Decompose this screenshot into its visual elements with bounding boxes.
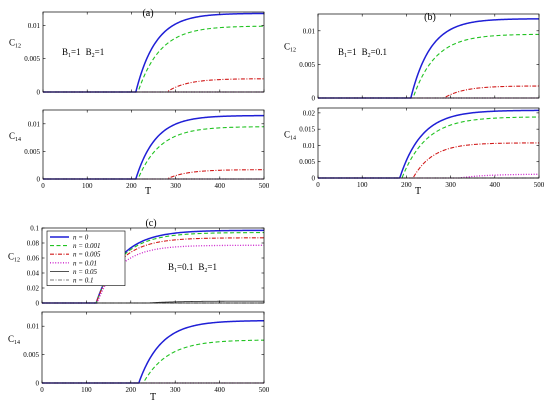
- panel-b-params: B1=1 B2=0.1: [338, 47, 387, 59]
- x-tick-label: 400: [490, 181, 501, 189]
- y-tick-label: 0.06: [27, 255, 40, 263]
- y-tick-label: 0.01: [27, 323, 40, 331]
- y-tick-label: 0.015: [299, 126, 315, 134]
- axes-c-c14: 0 100 200 300 400 500 0 0.005 0.01 C14: [8, 311, 270, 394]
- axes-a-c12: 0 0.005 0.01 C12: [9, 11, 265, 97]
- y-axis-label: C12: [9, 38, 21, 50]
- y-tick-label: 0.1: [30, 225, 39, 233]
- y-tick-label: 0: [312, 95, 316, 103]
- panel-a-tag: (a): [142, 8, 153, 19]
- series-line-n0: [318, 109, 540, 179]
- legend-label-n01: n = 0.1: [73, 277, 93, 285]
- x-tick-label: 100: [81, 386, 92, 394]
- panel-c-tag: (c): [145, 218, 156, 229]
- series-line-n0001: [42, 232, 265, 304]
- series-line-n0: [43, 114, 265, 180]
- y-tick-label: 0.02: [303, 109, 316, 117]
- x-tick-label: 0: [40, 386, 44, 394]
- x-tick-label: 500: [259, 386, 270, 394]
- y-tick-label: 0: [312, 175, 316, 183]
- y-tick-label: 0.005: [23, 351, 39, 359]
- x-tick-label: 0: [41, 182, 45, 190]
- panel-a-params: B1=1 B2=1: [62, 47, 104, 59]
- x-tick-label: 100: [357, 181, 368, 189]
- y-tick-label: 0.08: [27, 240, 40, 248]
- series-line-n0005: [43, 169, 264, 180]
- legend-label-n001: n = 0.01: [73, 259, 97, 267]
- legend-label-n0: n = 0: [73, 234, 89, 242]
- x-tick-label: 100: [82, 182, 93, 190]
- panel-c-params: B1=0.1 B2=1: [168, 262, 217, 274]
- y-axis-label: C12: [8, 252, 20, 264]
- x-tick-label: 500: [534, 181, 545, 189]
- panel-b-xlabel: T: [415, 186, 421, 197]
- plot-frame: [42, 109, 265, 180]
- y-tick-label: 0: [36, 300, 40, 308]
- x-tick-label: 0: [316, 181, 320, 189]
- series-line-n0: [42, 319, 265, 384]
- y-axis-label: C12: [284, 41, 296, 53]
- y-tick-label: 0: [37, 176, 41, 184]
- series-line-n0001: [43, 25, 265, 93]
- x-tick-label: 300: [170, 182, 181, 190]
- series-line-n0001: [42, 339, 265, 384]
- y-axis-label: C14: [8, 334, 20, 346]
- x-tick-label: 200: [401, 181, 412, 189]
- plot-frame: [317, 107, 540, 179]
- plot-frame: [42, 11, 265, 93]
- x-tick-label: 500: [259, 182, 270, 190]
- y-axis-label: C14: [9, 131, 21, 143]
- y-axis-label: C14: [284, 129, 296, 141]
- axes-c-c12: 0 0.02 0.04 0.06 0.08 0.1 C12: [8, 225, 265, 308]
- x-tick-label: 400: [215, 182, 226, 190]
- y-tick-label: 0.01: [28, 120, 41, 128]
- x-tick-label: 200: [126, 386, 137, 394]
- x-tick-label: 300: [170, 386, 181, 394]
- y-tick-label: 0.02: [27, 285, 40, 293]
- y-tick-label: 0.01: [303, 27, 316, 35]
- plot-frame: [41, 227, 265, 304]
- y-tick-label: 0.005: [299, 158, 315, 166]
- legend-box: [46, 230, 126, 286]
- panel-c-xlabel: T: [150, 392, 156, 403]
- plot-frame: [41, 311, 265, 384]
- axes-a-c14: 0 100 200 300 400 500 0 0.005 0.01 C14: [9, 109, 270, 190]
- panel-a-xlabel: T: [145, 186, 151, 197]
- panel-b-tag: (b): [424, 12, 436, 23]
- y-tick-label: 0.01: [28, 22, 41, 30]
- x-tick-label: 200: [126, 182, 137, 190]
- legend-label-n0001: n = 0.001: [73, 242, 100, 250]
- plot-frame: [317, 13, 540, 99]
- series-line-n0001: [318, 33, 540, 99]
- y-tick-label: 0.005: [24, 148, 40, 156]
- axes-b-c12: 0 0.005 0.01 C12: [284, 13, 540, 103]
- y-tick-label: 0: [37, 89, 41, 97]
- series-line-n0001: [43, 126, 264, 180]
- y-tick-label: 0.005: [24, 55, 40, 63]
- series-line-n0005: [318, 85, 539, 99]
- series-line-n0005: [43, 78, 264, 93]
- y-tick-label: 0.04: [27, 270, 40, 278]
- y-tick-label: 0: [36, 380, 40, 388]
- x-tick-label: 400: [214, 386, 225, 394]
- y-tick-label: 0.005: [299, 61, 315, 69]
- series-line-n0005: [318, 142, 539, 179]
- series-line-n0001: [318, 116, 540, 179]
- legend-label-n0005: n = 0.005: [73, 251, 101, 259]
- axes-b-c14: 0 100 200 300 400 500 0 0.005 0.01 0.015 0.02 C14: [284, 107, 545, 189]
- x-tick-label: 300: [445, 181, 456, 189]
- y-tick-label: 0.01: [303, 142, 316, 150]
- legend-label-n005: n = 0.05: [73, 268, 97, 276]
